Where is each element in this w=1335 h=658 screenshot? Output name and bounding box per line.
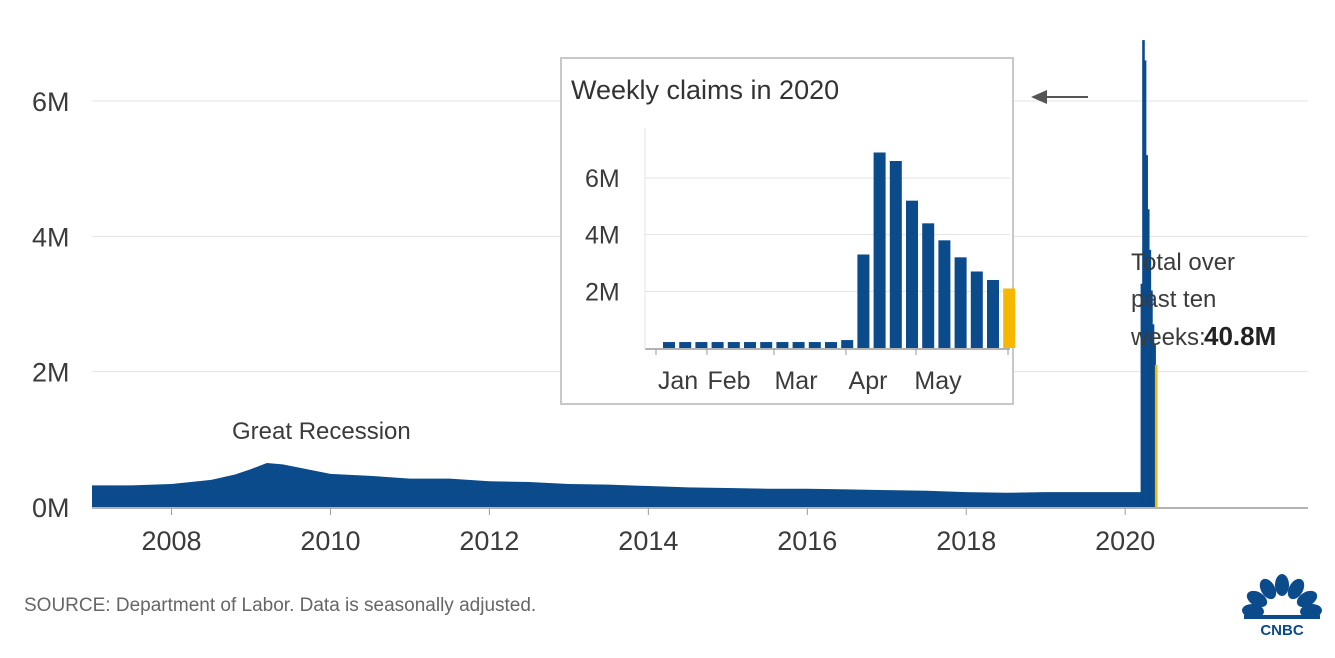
main-2020-spike-bar	[1145, 155, 1148, 507]
total-annotation: Total over past ten weeks: 40.8M	[1130, 249, 1276, 351]
main-x-axis: 2008 2010 2012 2014 2016 2018 2020	[141, 508, 1155, 556]
main-2020-spike-bar	[1140, 283, 1144, 507]
main-2020-spike-bar	[1151, 324, 1155, 507]
great-recession-label: Great Recession	[232, 418, 411, 445]
main-x-tick-label: 2014	[618, 526, 678, 556]
main-y-tick-label: 4M	[32, 222, 70, 252]
inset-x-tick-label: Jan	[658, 367, 698, 395]
inset-bars	[663, 152, 1016, 348]
inset-y-tick-label: 2M	[585, 278, 620, 306]
inset-chart: Weekly claims in 2020 2M 4M 6M Jan Feb Mar Ap…	[560, 57, 1016, 405]
inset-x-tick-label: May	[914, 367, 962, 395]
inset-week-bar	[954, 257, 967, 348]
inset-week-bar	[938, 240, 951, 348]
inset-week-bar	[695, 342, 708, 348]
inset-y-tick-label: 6M	[585, 165, 620, 193]
main-2020-spike-bar	[1146, 209, 1150, 507]
main-2020-spike-bar	[1142, 40, 1145, 507]
inset-y-tick-label: 4M	[585, 222, 620, 250]
inset-week-bar	[808, 342, 821, 348]
inset-week-bar	[922, 223, 935, 348]
inset-week-bar	[987, 280, 999, 348]
main-y-axis: 0M 2M 4M 6M	[32, 87, 70, 523]
source-note: SOURCE: Department of Labor. Data is sea…	[24, 595, 537, 616]
main-x-tick-label: 2020	[1095, 526, 1155, 556]
main-2020-spike-bar	[1143, 60, 1147, 508]
inset-x-tick-label: Mar	[774, 367, 817, 395]
main-x-tick-label: 2018	[936, 526, 996, 556]
inset-y-axis: 2M 4M 6M	[585, 165, 620, 306]
inset-week-bar	[841, 340, 854, 348]
inset-week-bar	[727, 342, 740, 348]
main-y-tick-label: 2M	[32, 358, 70, 388]
inset-week-bar	[889, 161, 902, 348]
main-x-tick-label: 2016	[777, 526, 837, 556]
inset-pointer-arrow-icon	[1031, 90, 1088, 104]
inset-title: Weekly claims in 2020	[571, 75, 839, 105]
inset-x-axis: Jan Feb Mar Apr May	[655, 349, 1009, 395]
inset-week-bar	[744, 342, 756, 348]
main-2020-spike-bar	[1154, 364, 1158, 507]
inset-week-bar	[663, 342, 675, 348]
cnbc-peacock-logo-icon: CNBC	[1242, 574, 1322, 638]
inset-week-bar	[679, 342, 692, 348]
main-x-tick-label: 2008	[141, 526, 201, 556]
main-series	[92, 40, 1158, 508]
inset-frame	[560, 57, 1014, 405]
main-y-tick-label: 6M	[32, 87, 70, 117]
main-2020-spike-bar	[1150, 290, 1153, 507]
main-x-tick-label: 2012	[459, 526, 519, 556]
inset-week-bar	[711, 342, 724, 348]
inset-week-bar	[776, 342, 789, 348]
inset-x-tick-label: Apr	[849, 367, 888, 395]
inset-week-bar	[1003, 288, 1016, 348]
inset-week-bar	[906, 200, 918, 348]
inset-week-bar	[970, 271, 983, 348]
total-line-2: past ten	[1131, 286, 1216, 313]
inset-week-bar	[857, 254, 870, 348]
main-y-tick-label: 0M	[32, 493, 70, 523]
main-area-2007-2020	[92, 463, 1142, 507]
main-2020-spike-bar	[1148, 249, 1152, 507]
inset-week-bar	[792, 342, 805, 348]
main-2020-spike-bar	[1153, 344, 1156, 507]
inset-week-bar	[825, 342, 837, 348]
inset-week-bar	[760, 342, 773, 348]
total-line-1: Total over	[1131, 249, 1235, 276]
inset-x-tick-label: Feb	[707, 367, 750, 395]
inset-week-bar	[873, 152, 886, 348]
logo-wordmark: CNBC	[1260, 622, 1303, 638]
total-value: 40.8M	[1204, 321, 1276, 351]
total-line-3: weeks:	[1130, 324, 1206, 351]
main-x-tick-label: 2010	[300, 526, 360, 556]
